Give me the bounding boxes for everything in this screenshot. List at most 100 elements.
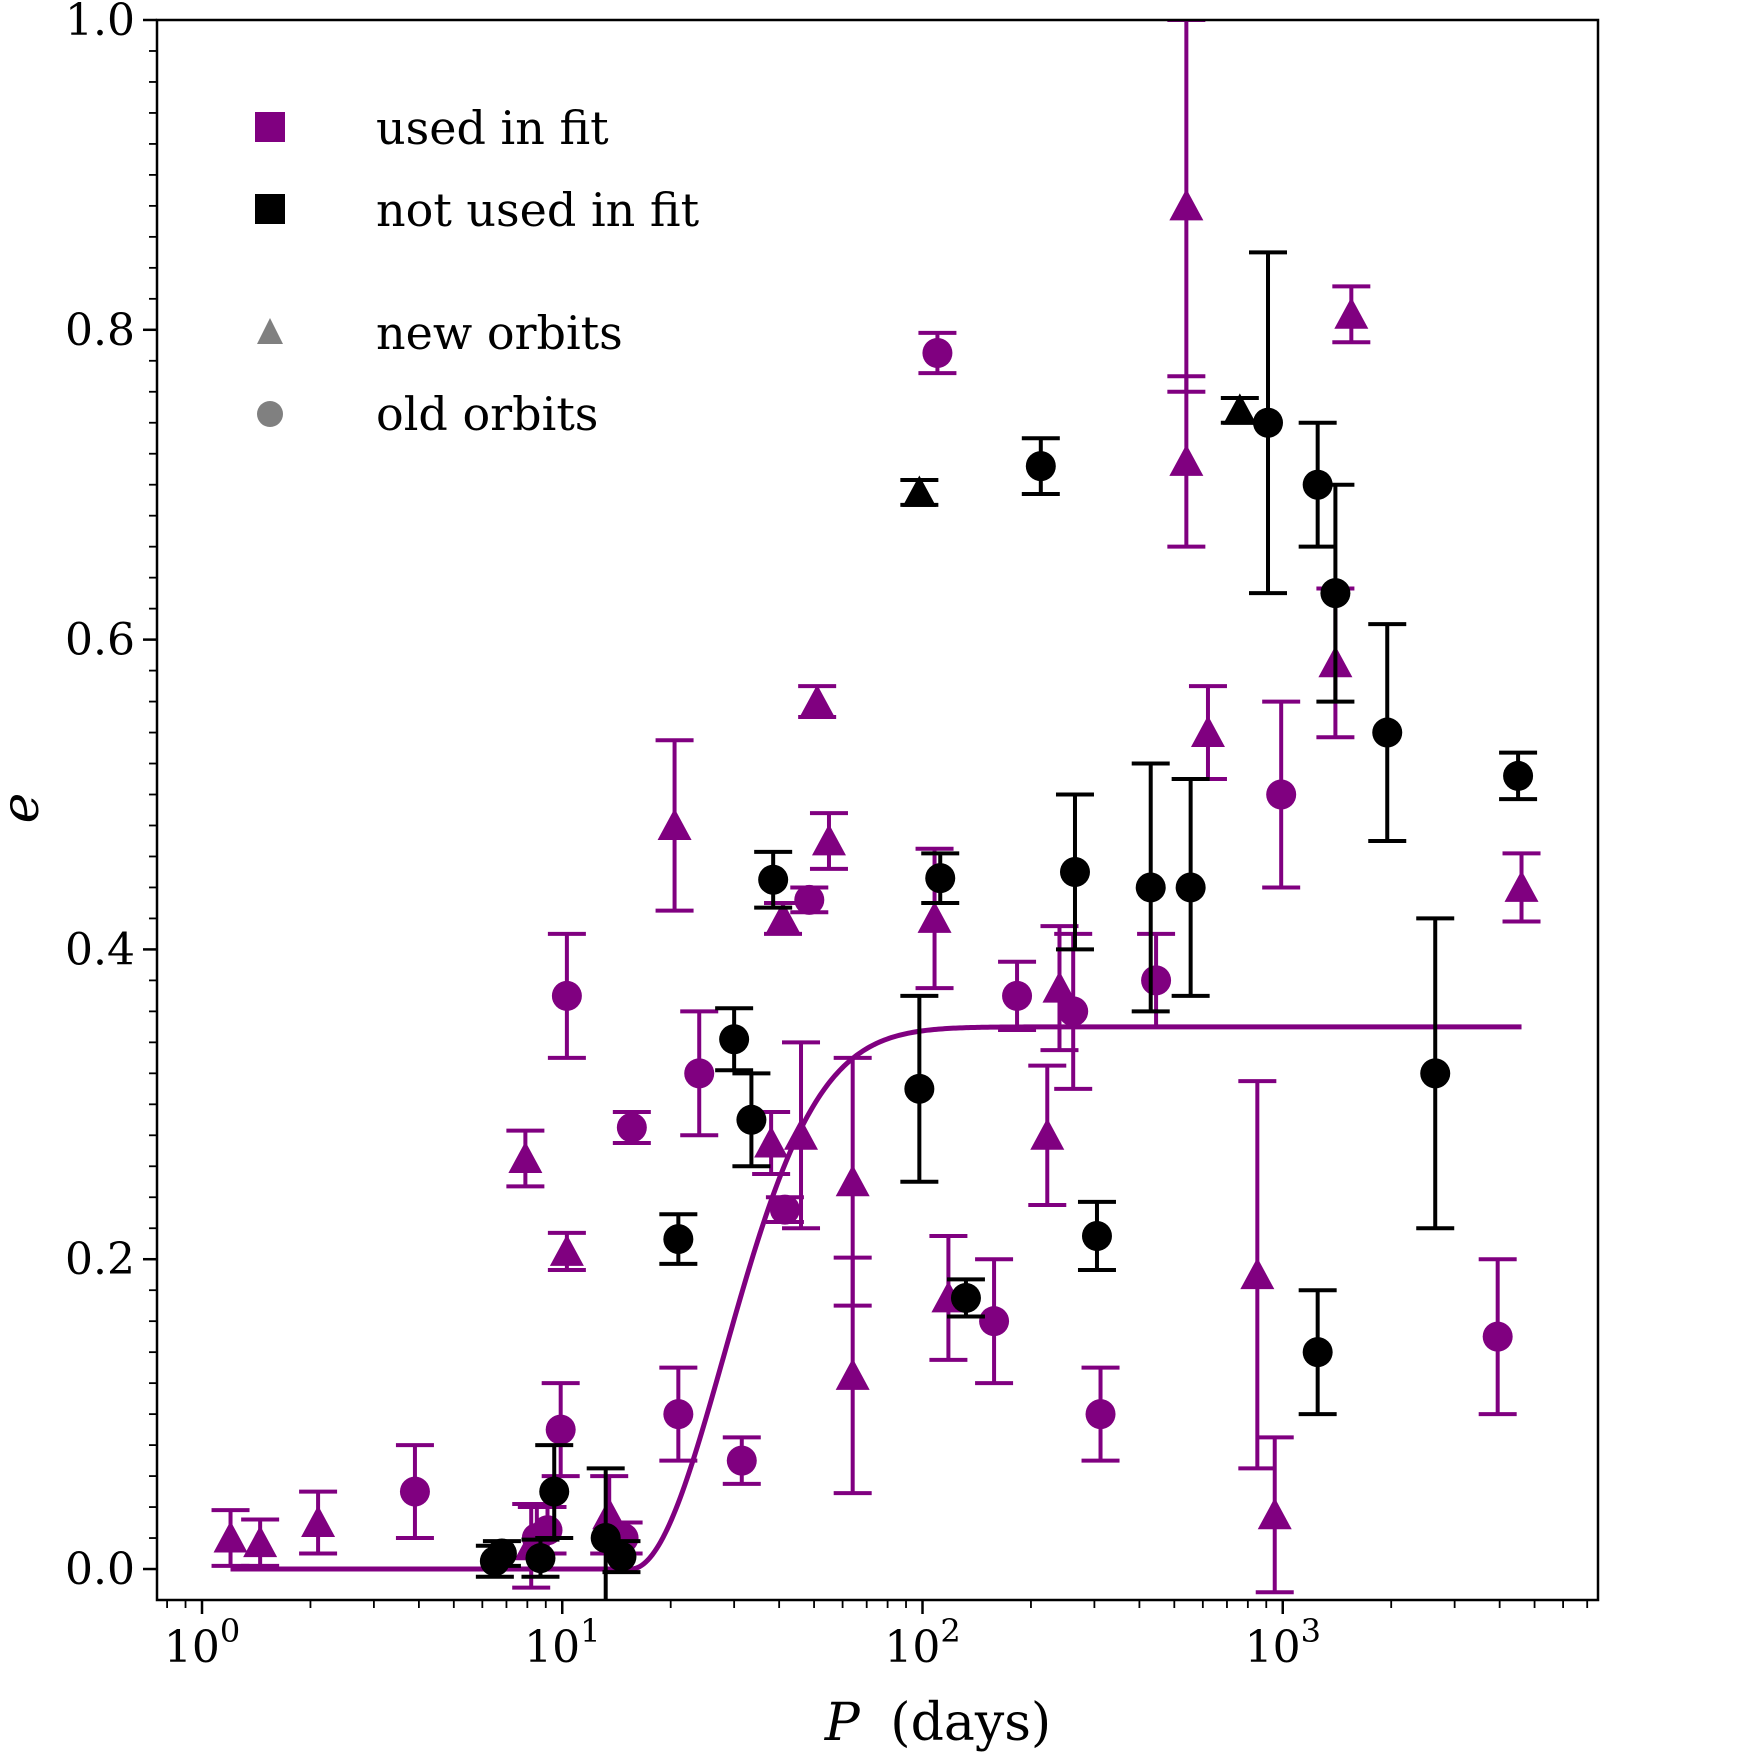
circle-marker <box>663 1224 694 1255</box>
triangle-marker <box>1169 444 1204 476</box>
data-point <box>1416 916 1455 1231</box>
legend-label: new orbits <box>376 306 623 360</box>
circle-marker <box>1482 1321 1513 1352</box>
data-point <box>754 849 793 910</box>
triangle-marker <box>1222 393 1257 425</box>
data-point <box>790 884 829 915</box>
data-point <box>722 1435 761 1486</box>
data-point <box>241 1517 280 1568</box>
data-point <box>680 1009 719 1138</box>
data-point <box>659 1365 698 1463</box>
data-point <box>918 330 957 376</box>
triangle-marker <box>1030 1118 1065 1150</box>
x-tick-base: 10 <box>884 1622 940 1673</box>
triangle-marker <box>657 808 692 840</box>
triangle-marker <box>902 475 937 507</box>
circle-marker <box>979 1306 1010 1337</box>
circle-marker <box>1253 407 1284 438</box>
triangle-marker <box>835 1164 870 1197</box>
circle-marker <box>551 980 582 1011</box>
data-point <box>732 1071 771 1169</box>
legend: used in fit not used in fit new orbits old … <box>255 101 700 441</box>
triangle-marker <box>754 1126 789 1158</box>
data-point <box>655 738 694 913</box>
triangle-marker <box>213 1521 248 1553</box>
data-point <box>1055 792 1094 952</box>
data-point <box>1131 761 1170 1014</box>
triangle-marker <box>301 1505 336 1537</box>
data-point <box>833 1255 872 1496</box>
data-point <box>1255 1435 1294 1595</box>
triangle-marker <box>1257 1497 1292 1530</box>
data-point <box>900 993 939 1184</box>
data-point <box>541 1381 580 1479</box>
circle-marker <box>950 1282 981 1313</box>
x-tick-exponent: 3 <box>1301 1612 1321 1650</box>
data-point <box>659 1212 698 1266</box>
x-tick-exponent: 0 <box>220 1612 240 1650</box>
triangle-marker <box>766 901 801 933</box>
data-point <box>765 1194 804 1225</box>
data-point <box>1499 750 1538 802</box>
circle-marker <box>1085 1399 1116 1430</box>
legend-entry: new orbits <box>257 306 623 360</box>
data-point <box>1316 482 1355 704</box>
y-tick-label: 0.6 <box>65 615 135 666</box>
circle-marker <box>539 1476 570 1507</box>
triangle-marker <box>1504 870 1539 902</box>
circle-marker <box>726 1445 757 1476</box>
legend-label: old orbits <box>376 387 598 441</box>
y-tick-label: 1.0 <box>65 0 135 46</box>
legend-circle-marker <box>257 401 283 427</box>
triangle-marker <box>243 1525 278 1558</box>
data-point <box>1332 284 1371 345</box>
circle-marker <box>922 338 953 369</box>
legend-square-marker <box>255 112 285 142</box>
triangle-marker <box>800 684 835 717</box>
legend-square-marker <box>255 194 285 224</box>
data-point <box>1249 250 1288 596</box>
triangle-marker <box>917 901 952 933</box>
x-axis-unit: (days) <box>890 1693 1051 1753</box>
data-point <box>809 811 848 871</box>
circle-marker <box>399 1476 430 1507</box>
triangle-marker <box>549 1234 584 1266</box>
data-point <box>395 1443 434 1541</box>
data-point <box>547 931 586 1060</box>
series-used-in-fit-new-orbits <box>211 20 1541 1595</box>
data-point <box>1502 851 1541 924</box>
data-point <box>1262 699 1301 890</box>
circle-marker <box>1175 872 1206 903</box>
triangle-marker <box>508 1141 543 1173</box>
data-point <box>1077 1199 1116 1273</box>
circle-marker <box>1081 1220 1112 1251</box>
circle-marker <box>794 884 825 915</box>
data-point <box>1028 1063 1067 1207</box>
circle-marker <box>1141 965 1172 996</box>
triangle-marker <box>835 1358 870 1390</box>
legend-label: used in fit <box>376 101 609 155</box>
circle-marker <box>1302 1337 1333 1368</box>
series-not-used-in-fit-new-orbits <box>900 393 1259 507</box>
triangle-marker <box>1190 715 1225 747</box>
triangle-marker <box>811 823 846 856</box>
data-point <box>998 959 1037 1032</box>
x-tick-base: 10 <box>524 1622 580 1673</box>
data-point <box>1081 1365 1120 1463</box>
legend-label: not used in fit <box>376 183 700 237</box>
circle-marker <box>1372 717 1403 748</box>
svg-text:P (days): P (days) <box>824 1693 1051 1753</box>
plot-frame <box>155 18 1600 1602</box>
x-tick-exponent: 1 <box>580 1612 600 1650</box>
circle-marker <box>904 1073 935 1104</box>
data-point <box>1167 374 1206 549</box>
data-point <box>547 1230 586 1273</box>
y-tick-label: 0.2 <box>65 1234 135 1285</box>
x-tick-base: 10 <box>164 1622 220 1673</box>
series-used-in-fit-old-orbits <box>395 330 1517 1572</box>
circle-marker <box>1266 779 1297 810</box>
y-axis: 0.0 0.2 0.4 0.6 0.8 1.0 <box>65 0 157 1595</box>
circle-marker <box>1320 578 1351 609</box>
data-point <box>612 1110 651 1146</box>
data-point <box>602 1539 641 1575</box>
